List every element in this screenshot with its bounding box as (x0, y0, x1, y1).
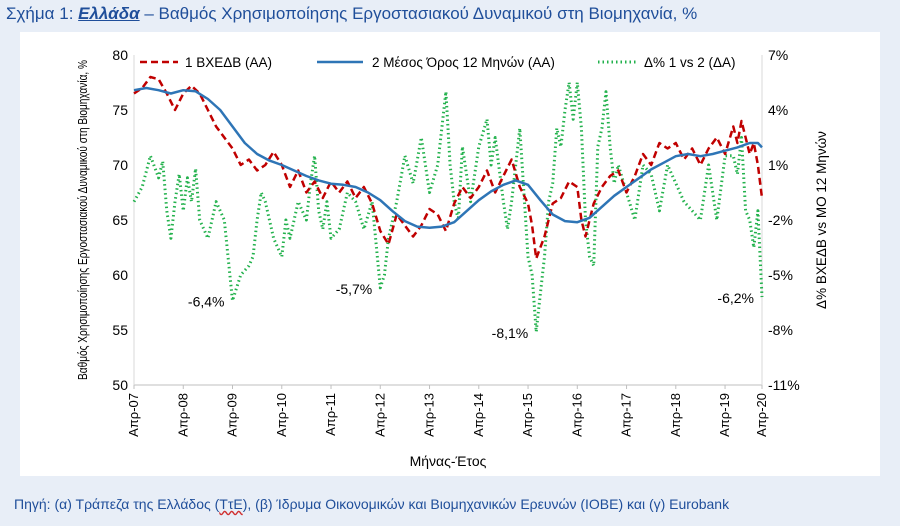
left-tick-label: 55 (112, 322, 128, 338)
series-line-1 (133, 75, 764, 260)
right-tick-label: -2% (768, 212, 793, 228)
legend-label-series-1: 1 ΒΧΕΔΒ (ΑΑ) (185, 55, 272, 70)
plot-panel: 50 55 60 65 70 75 80 -11% -8% -5% -2% 1% 4% 7% Απρ-0… (20, 32, 880, 476)
legend: 1 ΒΧΕΔΒ (ΑΑ) 2 Μέσος Όρος 12 Μηνών (ΑΑ) … (140, 55, 736, 70)
annotation-label: -5,7% (336, 281, 373, 297)
right-tick-label: -11% (768, 377, 800, 393)
left-axis-ticks: 50 55 60 65 70 75 80 (112, 47, 128, 393)
x-tick-label: Απρ-12 (372, 393, 387, 437)
annotation-label: -6,4% (188, 294, 225, 310)
annotation-label: -8,1% (492, 325, 529, 341)
series-layer (132, 75, 764, 334)
left-tick-label: 75 (112, 102, 128, 118)
right-axis-ticks: -11% -8% -5% -2% 1% 4% 7% (768, 47, 800, 393)
left-tick-label: 50 (112, 377, 128, 393)
source-note: Πηγή: (α) Τράπεζα της Ελλάδος (ΤτΕ), (β)… (14, 496, 729, 512)
right-tick-label: -5% (768, 267, 793, 283)
x-tick-label: Απρ-10 (274, 393, 289, 437)
right-tick-label: -8% (768, 322, 793, 338)
grid-and-axes (133, 55, 763, 386)
x-tick-label: Απρ-16 (569, 393, 584, 437)
source-text-after: ), (β) Ίδρυμα Οικονομικών και Βιομηχανικ… (242, 496, 730, 512)
legend-label-series-2: 2 Μέσος Όρος 12 Μηνών (ΑΑ) (372, 55, 555, 70)
left-tick-label: 65 (112, 212, 128, 228)
capacity-utilization-chart: 50 55 60 65 70 75 80 -11% -8% -5% -2% 1% 4% 7% Απρ-0… (75, 47, 829, 469)
right-tick-label: 1% (768, 157, 788, 173)
x-axis-title: Μήνας-Έτος (410, 453, 487, 469)
figure-title: Σχήμα 1: Ελλάδα – Βαθμός Χρησιμοποίησης … (6, 4, 697, 24)
right-tick-label: 7% (768, 47, 788, 63)
x-tick-label: Απρ-17 (619, 393, 634, 437)
source-abbr-bog: ΤτΕ (219, 496, 243, 512)
x-tick-label: Απρ-15 (520, 393, 535, 437)
right-tick-label: 4% (768, 102, 788, 118)
x-axis-ticks: Απρ-07 Απρ-08 Απρ-09 Απρ-10 Απρ-11 Απρ-12 Απρ-… (126, 385, 769, 437)
figure-title-country: Ελλάδα (78, 4, 140, 23)
figure-title-rest: – Βαθμός Χρησιμοποίησης Εργοστασιακού Δυ… (139, 4, 698, 23)
x-tick-label: Απρ-13 (422, 393, 437, 437)
x-tick-label: Απρ-08 (175, 393, 190, 437)
x-tick-label: Απρ-11 (323, 393, 338, 436)
annotation-layer: -6,4% -5,7% -8,1% -6,2% (188, 281, 754, 341)
left-axis-title-line-1: Βαθμός Χρησιμοποίησης Εργοστασιακού Δυνα… (75, 60, 90, 380)
right-axis-title: Δ% ΒΧΕΔΒ vs ΜΟ 12 Μηνών (814, 131, 829, 309)
figure-title-prefix: Σχήμα 1: (6, 4, 79, 23)
x-tick-label: Απρ-20 (754, 393, 769, 437)
left-tick-label: 60 (112, 267, 128, 283)
x-tick-label: Απρ-14 (471, 393, 486, 437)
x-tick-label: Απρ-19 (717, 393, 732, 437)
x-tick-label: Απρ-07 (126, 393, 141, 437)
left-tick-label: 70 (112, 157, 128, 173)
series-line-2 (133, 86, 763, 229)
legend-label-series-3: Δ% 1 vs 2 (ΔΑ) (644, 55, 736, 70)
left-tick-label: 80 (112, 47, 128, 63)
x-tick-label: Απρ-18 (668, 393, 683, 437)
x-tick-label: Απρ-09 (225, 393, 240, 437)
annotation-label: -6,2% (717, 290, 754, 306)
source-text-before: Πηγή: (α) Τράπεζα της Ελλάδος ( (14, 496, 220, 512)
